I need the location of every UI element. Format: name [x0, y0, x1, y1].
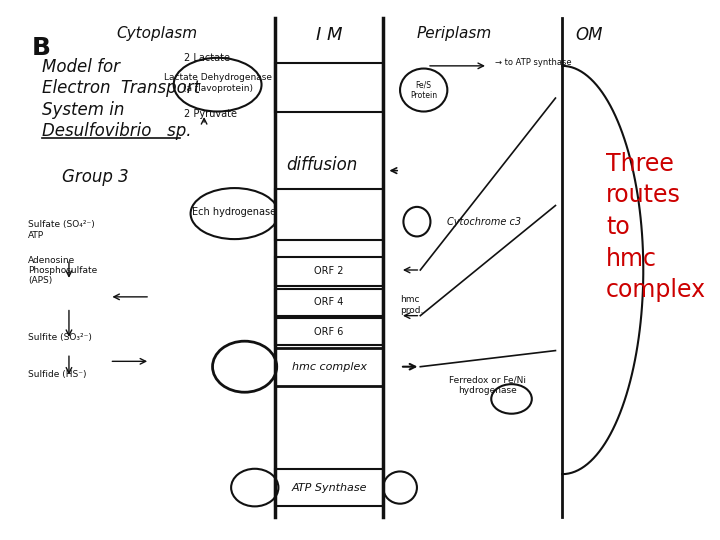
Text: System in: System in — [42, 101, 125, 119]
FancyBboxPatch shape — [275, 63, 383, 112]
Text: Adenosine
Phosphosulfate
(APS): Adenosine Phosphosulfate (APS) — [28, 255, 98, 286]
Text: Lactate Dehydrogenase
(a flavoprotein): Lactate Dehydrogenase (a flavoprotein) — [163, 73, 271, 93]
Text: Sulfide (HS⁻): Sulfide (HS⁻) — [28, 370, 87, 380]
Text: 2 Pyruvate: 2 Pyruvate — [184, 109, 237, 119]
FancyBboxPatch shape — [275, 319, 383, 345]
Text: B: B — [32, 36, 51, 60]
Text: Sulfate (SO₄²⁻)
ATP: Sulfate (SO₄²⁻) ATP — [28, 220, 95, 240]
Text: diffusion: diffusion — [287, 156, 358, 174]
Text: → to ATP synthase: → to ATP synthase — [495, 58, 571, 67]
Text: Periplasm: Periplasm — [416, 25, 492, 40]
Text: ATP Synthase: ATP Synthase — [292, 483, 367, 492]
FancyBboxPatch shape — [275, 469, 383, 507]
Text: Fe/S
Protein: Fe/S Protein — [410, 80, 437, 100]
Text: Cytoplasm: Cytoplasm — [116, 25, 197, 40]
Text: ORF 6: ORF 6 — [315, 327, 343, 337]
Text: hmc complex: hmc complex — [292, 362, 366, 372]
Text: Sulfite (SO₃²⁻): Sulfite (SO₃²⁻) — [28, 333, 92, 342]
Text: Group 3: Group 3 — [62, 168, 129, 186]
Text: hmc
prod.: hmc prod. — [400, 295, 423, 315]
Text: Three
routes
to
hmc
complex: Three routes to hmc complex — [606, 152, 706, 302]
Text: ORF 4: ORF 4 — [315, 297, 343, 307]
Text: Model for: Model for — [42, 58, 120, 76]
Text: OM: OM — [575, 25, 603, 44]
Text: 2 Lactate: 2 Lactate — [184, 53, 230, 63]
Text: Ech hydrogenase: Ech hydrogenase — [192, 207, 276, 217]
Text: Ferredox or Fe/Ni
hydrogenase: Ferredox or Fe/Ni hydrogenase — [449, 376, 526, 395]
FancyBboxPatch shape — [275, 289, 383, 316]
Text: Desulfovibrio   sp.: Desulfovibrio sp. — [42, 122, 192, 140]
FancyBboxPatch shape — [275, 348, 383, 386]
Text: I M: I M — [316, 25, 342, 44]
Text: ORF 2: ORF 2 — [315, 266, 344, 276]
FancyBboxPatch shape — [275, 256, 383, 286]
FancyBboxPatch shape — [275, 190, 383, 240]
Text: Electron  Transport: Electron Transport — [42, 79, 200, 97]
Text: Cytochrome c3: Cytochrome c3 — [447, 217, 521, 227]
